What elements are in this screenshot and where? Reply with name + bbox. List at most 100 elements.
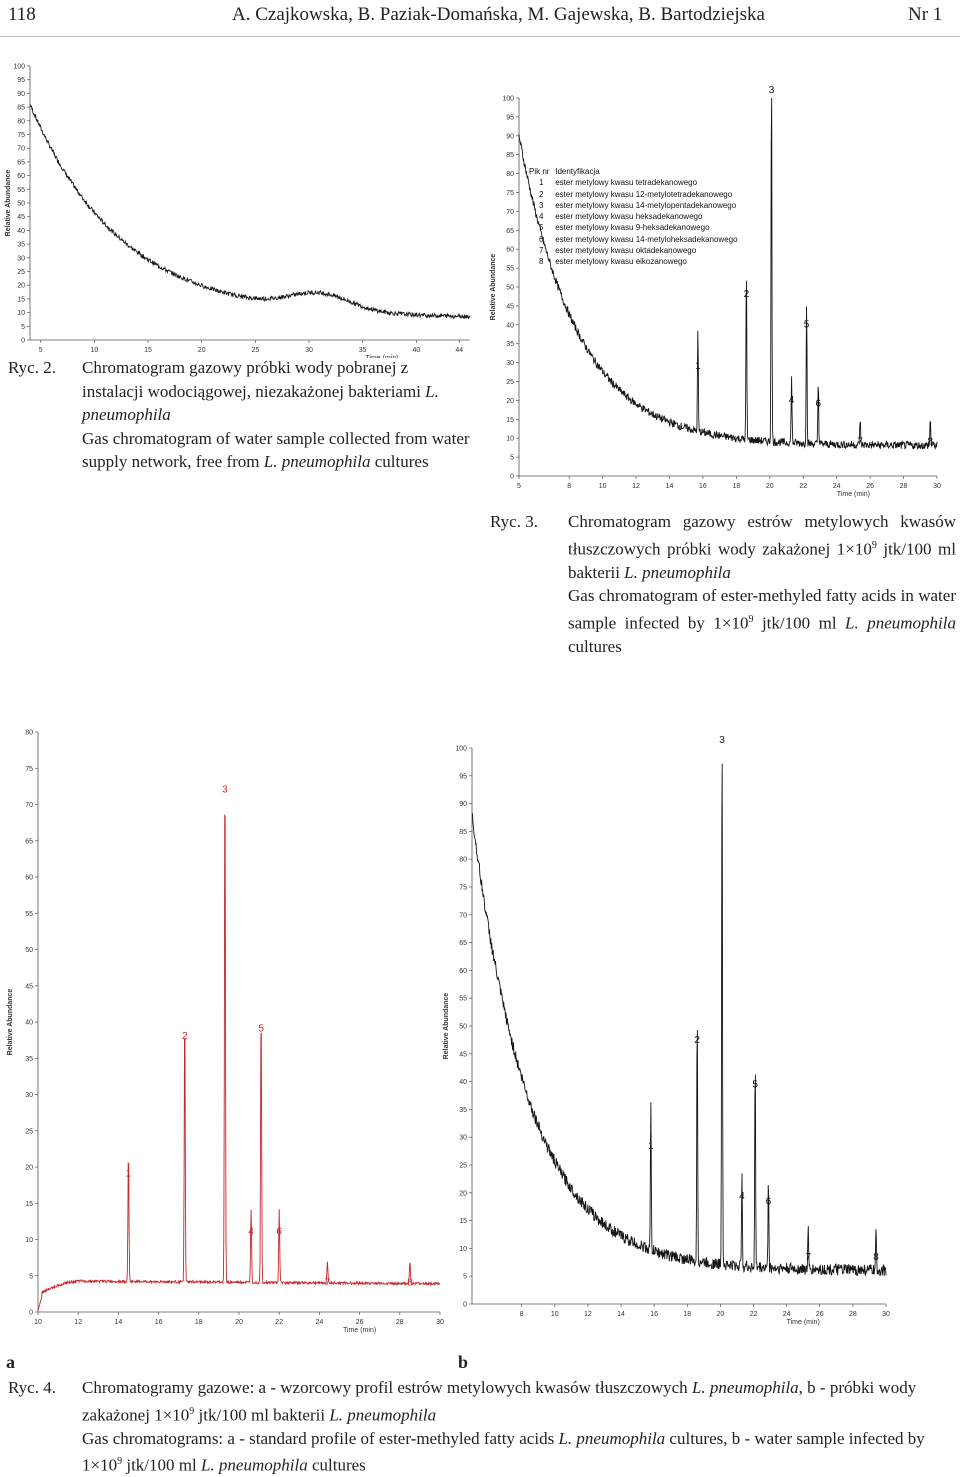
peak-label: 8	[873, 1252, 879, 1263]
y-tick-label: 30	[459, 1135, 467, 1142]
peak-label: 8	[928, 437, 934, 448]
x-axis-label: Time (min)	[787, 1319, 820, 1326]
x-tick-label: 10	[551, 1311, 559, 1318]
legend-peak-name: ester metylowy kwasu oktadekanowego	[553, 246, 697, 256]
y-tick-label: 25	[459, 1163, 467, 1170]
fig3-caption-pl: Chromatogram gazowy estrów metylowych kw…	[568, 512, 956, 559]
legend-row: 8 ester metylowy kwasu eikozanowego	[529, 256, 738, 267]
peak-label: 6	[766, 1196, 772, 1207]
y-tick-label: 70	[25, 802, 33, 809]
y-tick-label: 85	[17, 105, 25, 112]
x-tick-label: 26	[866, 483, 874, 490]
y-tick-label: 25	[25, 1128, 33, 1135]
legend-row: 7 ester metylowy kwasu oktadekanowego	[529, 245, 738, 256]
peak-label: 3	[222, 784, 228, 795]
peak-label: 7	[325, 1277, 331, 1288]
fig4-caption-pl-3: jtk/100 ml bakterii	[194, 1405, 330, 1425]
y-tick-label: 95	[459, 773, 467, 780]
y-tick-label: 55	[25, 911, 33, 918]
y-tick-label: 45	[25, 983, 33, 990]
x-tick-label: 30	[933, 483, 941, 490]
y-tick-label: 0	[29, 1310, 33, 1317]
y-tick-label: 40	[25, 1020, 33, 1027]
fig4-label: Ryc. 4.	[8, 1378, 56, 1397]
legend-peak-name: ester metylowy kwasu eikozanowego	[553, 257, 687, 267]
fig3-caption-en: Gas chromatogram of ester-methyled fatty…	[568, 586, 956, 633]
x-tick-label: 16	[650, 1311, 658, 1318]
x-tick-label: 14	[617, 1311, 625, 1318]
legend-row: 5 ester metylowy kwasu 9-heksadekanowego	[529, 222, 738, 233]
legend-peak-number: 3	[539, 200, 544, 210]
fig3-caption-en-3: cultures	[568, 636, 622, 656]
fig3-caption-en-2: jtk/100 ml	[753, 613, 846, 633]
chart-ryc3: 0510152025303540455055606570758085909510…	[490, 85, 941, 498]
chart-ryc4b: 0510152025303540455055606570758085909510…	[443, 735, 890, 1326]
y-tick-label: 40	[17, 228, 25, 235]
x-tick-label: 35	[359, 347, 367, 354]
y-tick-label: 85	[459, 829, 467, 836]
legend-peak-name: ester metylowy kwasu heksadekanowego	[553, 212, 703, 222]
y-tick-label: 90	[459, 801, 467, 808]
y-tick-label: 35	[459, 1107, 467, 1114]
y-tick-label: 95	[17, 77, 25, 84]
y-tick-label: 25	[17, 269, 25, 276]
legend-header-id: Identyfikacja	[555, 167, 600, 176]
y-tick-label: 100	[502, 96, 514, 103]
x-axis-label: Time (min)	[365, 355, 398, 358]
y-axis-label: Relative Abundance	[7, 989, 14, 1056]
y-tick-label: 50	[506, 285, 514, 292]
y-tick-label: 60	[459, 968, 467, 975]
fig3-species-en: L. pneumophila	[845, 613, 956, 633]
legend-peak-number: 1	[539, 178, 544, 188]
peak-label: 8	[407, 1277, 413, 1288]
y-tick-label: 5	[510, 455, 514, 462]
fig4-caption-pl: Chromatogramy gazowe: a - wzorcowy profi…	[82, 1378, 692, 1397]
y-tick-label: 75	[17, 132, 25, 139]
x-tick-label: 12	[632, 483, 640, 490]
x-tick-label: 16	[155, 1319, 163, 1326]
legend-peak-number: 8	[539, 257, 544, 267]
y-tick-label: 5	[21, 324, 25, 331]
legend-row: 3 ester metylowy kwasu 14-metylopentadek…	[529, 200, 738, 211]
chromatogram-trace	[471, 763, 887, 1277]
x-tick-label: 5	[39, 347, 43, 354]
y-tick-label: 15	[459, 1218, 467, 1225]
y-tick-label: 45	[459, 1051, 467, 1058]
fig2-species: L. pneumophila	[82, 381, 439, 425]
peak-label: 2	[744, 289, 750, 300]
y-tick-label: 40	[506, 322, 514, 329]
fig4-exp: 9	[189, 1405, 195, 1417]
peak-label: 4	[789, 395, 795, 406]
legend-row: 1 ester metylowy kwasu tetradekanowego	[529, 177, 738, 188]
y-tick-label: 55	[17, 187, 25, 194]
legend-peak-number: 4	[539, 212, 544, 222]
peak-label: 6	[276, 1227, 282, 1238]
x-tick-label: 28	[900, 483, 908, 490]
x-tick-label: 12	[74, 1319, 82, 1326]
x-tick-label: 20	[198, 347, 206, 354]
legend-row: 2 ester metylowy kwasu 12-metylotetradek…	[529, 189, 738, 200]
y-tick-label: 80	[25, 730, 33, 737]
x-tick-label: 30	[436, 1319, 444, 1326]
fig3-species: L. pneumophila	[624, 562, 731, 582]
x-tick-label: 15	[144, 347, 152, 354]
y-tick-label: 30	[17, 255, 25, 262]
fig4-species-1: L. pneumophila	[691, 1378, 799, 1397]
panel-label-b: b	[458, 1352, 469, 1372]
fig4-species-4: L. pneumophila	[200, 1455, 308, 1475]
page-number: 118	[8, 4, 36, 25]
x-tick-label: 40	[412, 347, 420, 354]
y-tick-label: 80	[17, 118, 25, 125]
y-tick-label: 25	[506, 379, 514, 386]
peak-label: 4	[739, 1191, 745, 1202]
y-tick-label: 50	[17, 201, 25, 208]
x-tick-label: 26	[356, 1319, 364, 1326]
y-axis-label: Relative Abundance	[443, 993, 450, 1060]
y-tick-label: 80	[506, 171, 514, 178]
peak-label: 6	[816, 399, 822, 410]
peak-label: 2	[694, 1035, 700, 1046]
peak-label: 7	[857, 437, 863, 448]
fig2-caption-en-end: cultures	[370, 452, 429, 471]
x-tick-label: 20	[766, 483, 774, 490]
y-tick-label: 45	[506, 303, 514, 310]
